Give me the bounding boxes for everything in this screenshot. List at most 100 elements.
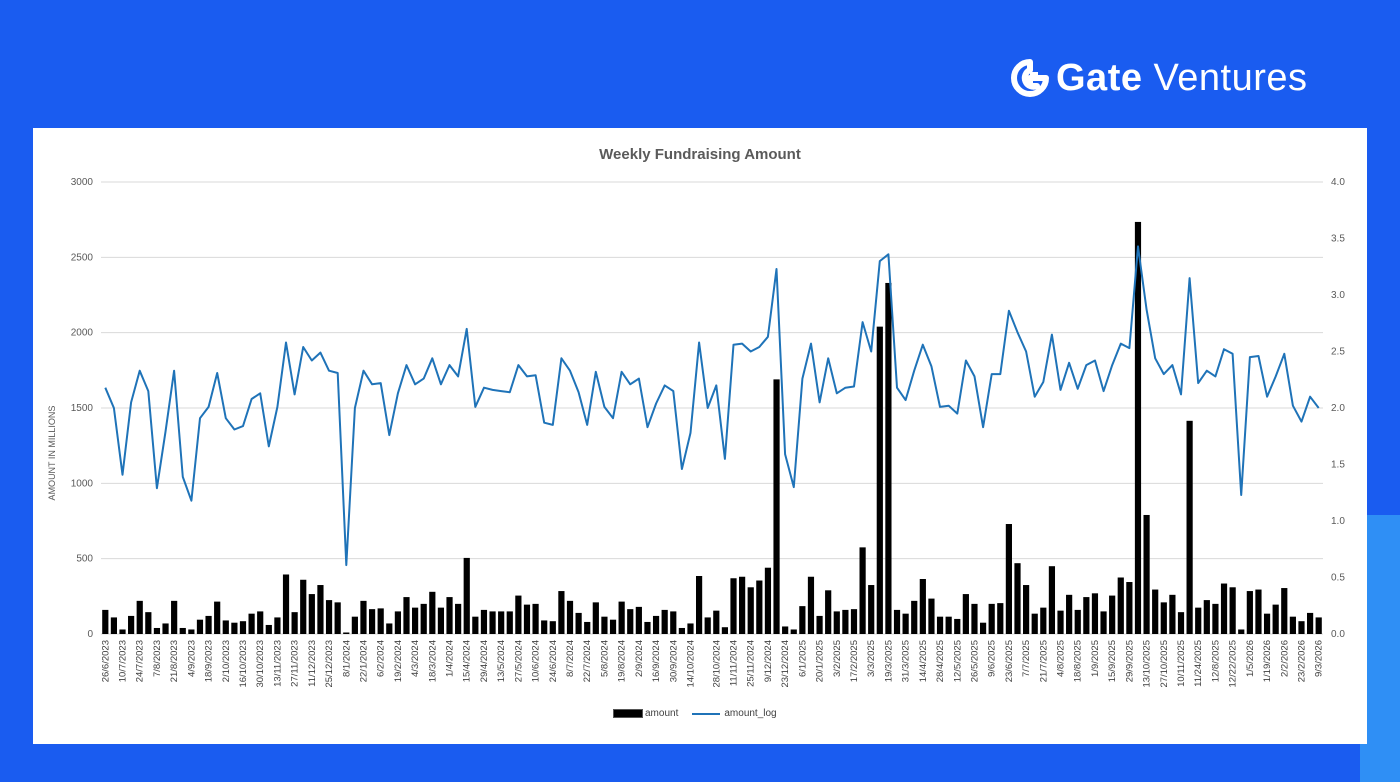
y-tick-label: 500 xyxy=(76,554,93,565)
bar xyxy=(833,611,840,634)
y-axis-label: AMOUNT IN MILLIONS xyxy=(47,405,57,501)
x-tick-label: 17/2/2025 xyxy=(849,640,860,682)
bar xyxy=(842,609,849,634)
x-tick-label: 16/10/2023 xyxy=(238,640,249,688)
x-tick-label: 1/19/2026 xyxy=(1262,640,1273,682)
y2-tick-label: 0.0 xyxy=(1331,629,1345,640)
bar xyxy=(670,611,677,634)
bar xyxy=(1152,589,1159,634)
bar xyxy=(902,613,909,634)
chart-container: 0 500 1000 1500 2000 2500 3000 0.0 0.5 1.0 1.5 2.0 2… xyxy=(33,128,1367,744)
bar xyxy=(239,621,247,634)
brand-logo: Gate Ventures xyxy=(1010,52,1308,104)
bar xyxy=(627,609,634,634)
bar xyxy=(1238,629,1245,634)
bar xyxy=(222,620,229,634)
bar xyxy=(403,597,410,634)
bar xyxy=(1229,587,1236,634)
x-tick-label: 21/7/2025 xyxy=(1038,640,1049,682)
x-tick-label: 13/10/2025 xyxy=(1142,640,1153,688)
x-tick-label: 24/7/2023 xyxy=(135,640,146,682)
bar xyxy=(945,616,952,634)
y2-tick-label: 1.5 xyxy=(1331,460,1345,471)
bar xyxy=(997,603,1004,634)
chart-svg: 0 500 1000 1500 2000 2500 3000 0.0 0.5 1.0 1.5 2.0 2… xyxy=(71,177,1346,688)
bar xyxy=(1212,603,1219,634)
bar xyxy=(179,627,186,634)
x-tick-label: 3/2/2025 xyxy=(832,640,843,677)
bar xyxy=(377,608,384,634)
bar xyxy=(911,600,918,634)
x-tick-label: 10/7/2023 xyxy=(118,640,129,682)
legend-swatch-bar xyxy=(613,709,643,718)
bar xyxy=(1177,612,1185,634)
bar xyxy=(704,617,711,634)
x-tick-label: 28/4/2025 xyxy=(935,640,946,682)
bar xyxy=(713,610,720,634)
bar xyxy=(1263,613,1271,634)
bar xyxy=(136,600,143,634)
x-tick-label: 28/10/2024 xyxy=(711,640,722,688)
bar xyxy=(566,600,574,634)
bar xyxy=(678,627,685,634)
bar xyxy=(893,609,901,634)
bar xyxy=(919,579,926,634)
bar xyxy=(231,622,238,634)
bar xyxy=(721,627,729,634)
x-tick-label: 25/11/2024 xyxy=(746,640,757,687)
x-tick-label: 16/9/2024 xyxy=(651,640,662,682)
bar xyxy=(1083,597,1090,634)
bar xyxy=(1134,221,1142,634)
bar xyxy=(979,622,987,634)
gate-logo-icon xyxy=(1011,59,1049,97)
bar xyxy=(334,602,341,634)
bar xyxy=(1057,610,1064,634)
x-tick-label: 1/4/2024 xyxy=(445,640,456,677)
x-tick-label: 7/7/2025 xyxy=(1021,640,1032,677)
bar xyxy=(730,578,737,634)
x-tick-label: 25/12/2023 xyxy=(324,640,335,688)
legend-item-amount: amount xyxy=(613,708,678,719)
x-tick-label: 9/12/2024 xyxy=(763,640,774,682)
x-tick-label: 24/6/2024 xyxy=(548,640,559,682)
bar xyxy=(455,603,462,634)
bar xyxy=(807,576,815,634)
x-tick-label: 12/5/2025 xyxy=(952,640,963,682)
bar xyxy=(859,547,866,634)
bar xyxy=(472,616,479,634)
bar xyxy=(1091,593,1099,634)
bar xyxy=(1014,563,1021,634)
bar xyxy=(360,600,367,634)
x-tick-label: 9/3/2026 xyxy=(1314,640,1325,677)
legend-label-amount-log: amount_log xyxy=(724,708,777,719)
bar xyxy=(1246,591,1253,634)
bar xyxy=(1203,600,1210,634)
bar xyxy=(764,567,772,634)
brand-name-light: Ventures xyxy=(1142,56,1308,99)
bar xyxy=(1117,577,1124,634)
bar xyxy=(695,575,703,634)
x-tick-label: 30/9/2024 xyxy=(668,640,679,682)
bar xyxy=(325,600,333,634)
legend-item-amount-log: amount_log xyxy=(692,708,777,719)
bar xyxy=(1306,612,1314,634)
bar xyxy=(1281,588,1288,634)
bar xyxy=(799,606,806,634)
chart-legend: amount amount_log xyxy=(613,708,791,719)
x-tick-label: 18/3/2024 xyxy=(427,640,438,682)
x-tick-label: 21/8/2023 xyxy=(169,640,180,682)
x-tick-label: 11/12/2023 xyxy=(307,640,318,687)
x-tick-label: 4/9/2023 xyxy=(186,640,197,677)
x-tick-label: 15/9/2025 xyxy=(1107,640,1118,682)
bar xyxy=(885,282,892,634)
bar xyxy=(575,612,582,634)
bar xyxy=(988,603,995,634)
bar xyxy=(102,609,109,634)
bar xyxy=(1143,514,1150,634)
bar xyxy=(687,623,694,634)
bar xyxy=(1066,594,1073,634)
bar xyxy=(790,629,797,634)
x-tick-label: 23/12/2024 xyxy=(780,640,791,688)
bar xyxy=(635,606,642,634)
y2-tick-label: 3.0 xyxy=(1331,290,1345,301)
